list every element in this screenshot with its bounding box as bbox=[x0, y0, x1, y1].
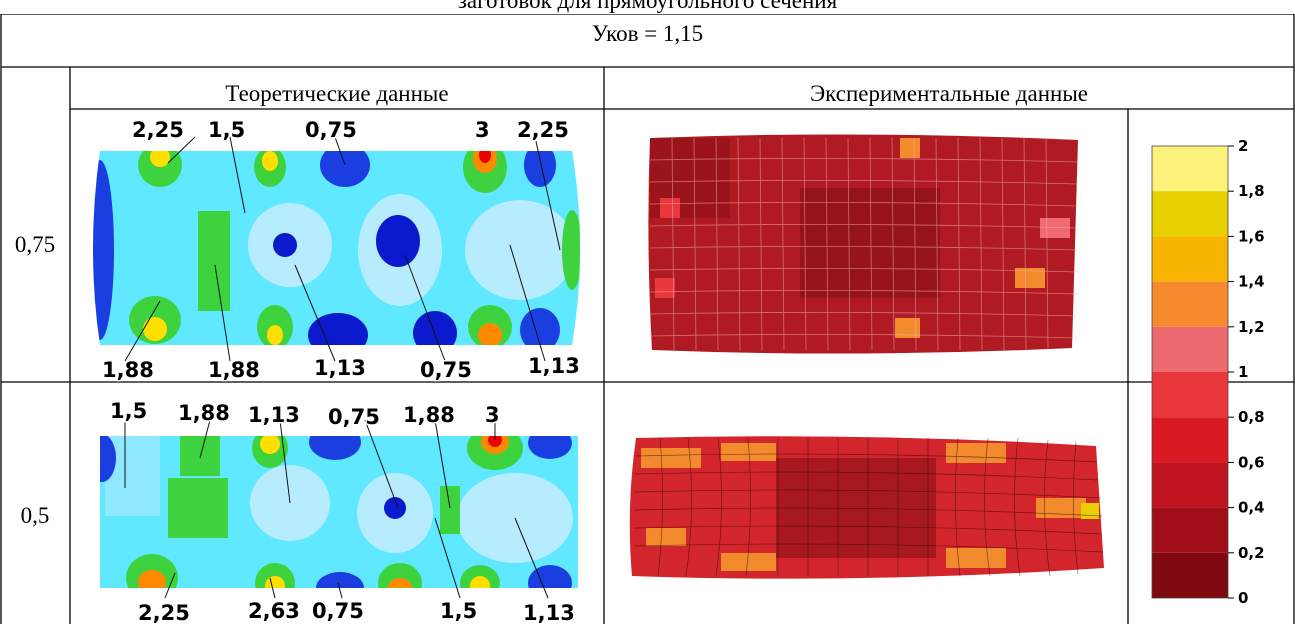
table-caption: заготовок для прямоугольного сечения bbox=[457, 0, 838, 13]
contour-label: 2,25 bbox=[138, 601, 190, 624]
ratio-header: Уков = 1,15 bbox=[591, 21, 704, 46]
contour-label: 1,5 bbox=[440, 599, 477, 623]
scale-tick-label: 0 bbox=[1238, 589, 1248, 607]
scale-band bbox=[1152, 191, 1228, 237]
scale-tick-label: 1 bbox=[1238, 363, 1248, 381]
contour-label: 1,13 bbox=[523, 601, 575, 624]
scale-tick-label: 1,2 bbox=[1238, 318, 1265, 336]
theoretical-contour-row2: 1,5 1,88 1,13 0,75 1,88 3 2,25 2,63 0,75… bbox=[100, 398, 578, 624]
scale-band bbox=[1152, 236, 1228, 282]
contour-label: 1,88 bbox=[208, 358, 260, 382]
scale-tick-label: 0,8 bbox=[1238, 408, 1265, 426]
scale-band bbox=[1152, 146, 1228, 192]
contour-label: 2,25 bbox=[517, 118, 569, 142]
contour-label: 0,75 bbox=[305, 118, 357, 142]
experimental-mesh-row1 bbox=[648, 134, 1079, 354]
contour-label: 1,5 bbox=[110, 399, 147, 423]
column-header-theoretical: Теоретические данные bbox=[225, 81, 449, 106]
contour-label: 0,75 bbox=[328, 405, 380, 429]
contour-label: 1,13 bbox=[314, 356, 366, 380]
contour-label: 1,88 bbox=[178, 401, 230, 425]
contour-label: 1,5 bbox=[208, 118, 245, 142]
contour-label: 2,63 bbox=[248, 599, 300, 623]
contour-label: 1,88 bbox=[403, 403, 455, 427]
scale-tick-label: 2 bbox=[1238, 137, 1248, 155]
row-label-2: 0,5 bbox=[20, 503, 50, 528]
contour-label: 1,13 bbox=[528, 354, 580, 378]
experimental-mesh-row2 bbox=[629, 436, 1104, 579]
contour-label: 1,13 bbox=[248, 403, 300, 427]
contour-label: 0,75 bbox=[420, 358, 472, 382]
column-header-experimental: Экспериментальные данные bbox=[809, 81, 1088, 106]
scale-tick-label: 1,4 bbox=[1238, 273, 1265, 291]
scale-band bbox=[1152, 462, 1228, 508]
table-grid bbox=[0, 14, 1295, 624]
color-scale: 2 1,8 1,6 1,4 1,2 1 0,8 0,6 0,4 0,2 0 bbox=[1151, 137, 1265, 607]
theoretical-contour-row1: 2,25 1,5 0,75 3 2,25 1,88 1,88 1,13 0,75… bbox=[93, 117, 581, 384]
scale-band bbox=[1152, 281, 1228, 327]
scale-tick-label: 1,6 bbox=[1238, 227, 1265, 245]
scale-band bbox=[1152, 372, 1228, 418]
scale-band bbox=[1152, 552, 1228, 598]
contour-label: 0,75 bbox=[312, 599, 364, 623]
contour-label: 1,88 bbox=[102, 358, 154, 382]
scale-band bbox=[1152, 507, 1228, 553]
contour-label: 2,25 bbox=[132, 118, 184, 142]
scale-band bbox=[1152, 417, 1228, 463]
scale-tick-label: 0,6 bbox=[1238, 453, 1265, 471]
contour-label: 3 bbox=[485, 403, 500, 427]
contour-label: 3 bbox=[475, 118, 490, 142]
scale-tick-label: 0,2 bbox=[1238, 544, 1265, 562]
row-label-1: 0,75 bbox=[14, 232, 56, 257]
scale-tick-label: 0,4 bbox=[1238, 499, 1265, 517]
scale-tick-label: 1,8 bbox=[1238, 182, 1265, 200]
scale-band bbox=[1152, 326, 1228, 372]
